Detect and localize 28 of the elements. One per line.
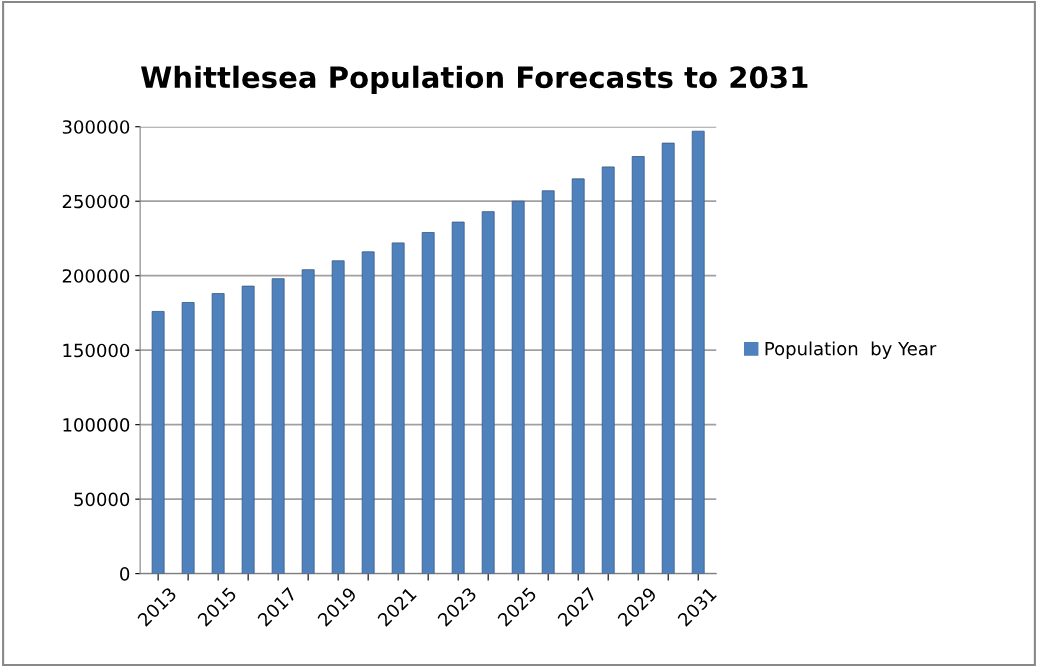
bar (151, 311, 165, 574)
y-tick-label: 200000 (62, 269, 130, 283)
bar (511, 200, 525, 574)
bar (661, 142, 675, 574)
bar (211, 293, 225, 574)
bar (391, 242, 405, 574)
y-tick-label: 250000 (62, 194, 130, 209)
bar (241, 285, 255, 574)
y-tick-label: 50000 (74, 492, 130, 507)
legend-label: Population by Year (765, 341, 937, 359)
y-tick-label: 150000 (63, 343, 130, 358)
bar (691, 130, 705, 574)
y-tick-label: 300000 (62, 120, 130, 134)
bar (181, 302, 195, 574)
bar (571, 178, 585, 574)
bar (631, 156, 645, 574)
chart-title: Whittlesea Population Forecasts to 2031 (141, 65, 808, 94)
bar (601, 166, 615, 574)
bar (421, 232, 435, 574)
y-tick-label: 0 (120, 567, 130, 581)
bar (451, 221, 465, 574)
y-tick-label: 100000 (63, 418, 130, 432)
bar (541, 190, 555, 574)
bar (331, 260, 345, 574)
bar (301, 269, 315, 574)
bar (481, 211, 495, 574)
bar (271, 278, 285, 574)
bar (361, 251, 375, 574)
